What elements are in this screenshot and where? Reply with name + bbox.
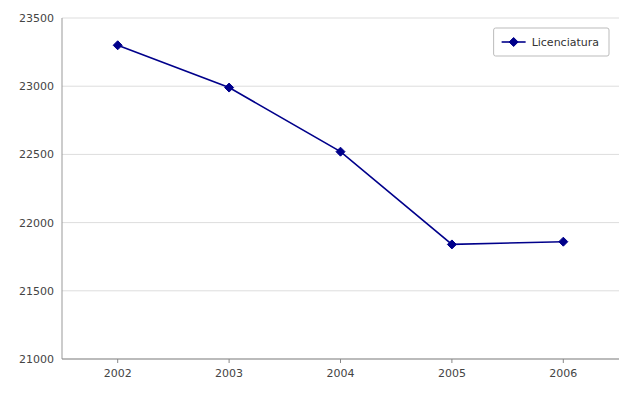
x-tick-label: 2006	[549, 367, 577, 380]
y-tick-label: 23500	[19, 12, 54, 25]
legend-marker	[509, 38, 518, 47]
y-grid	[62, 18, 619, 359]
y-tick-label: 22000	[19, 217, 54, 230]
plot-area	[113, 41, 568, 249]
point	[225, 83, 234, 92]
point	[336, 147, 345, 156]
x-tick	[563, 359, 564, 363]
legend-label: Licenciatura	[532, 36, 599, 49]
x-tick	[117, 359, 118, 363]
legend: Licenciatura	[494, 28, 609, 56]
y-axis-line	[62, 18, 63, 359]
y-tick-label: 23000	[19, 80, 54, 93]
grid-line	[62, 290, 619, 291]
x-tick-label: 2004	[327, 367, 355, 380]
y-tick-label: 21000	[19, 353, 54, 366]
point	[559, 237, 568, 246]
y-tick-label: 21500	[19, 285, 54, 298]
x-tick	[340, 359, 341, 363]
point	[113, 41, 122, 50]
legend-box	[494, 28, 609, 56]
line	[118, 45, 564, 244]
y-tick-label: 22500	[19, 148, 54, 161]
chart: 21000 21500 22000 22500 23000 23500 2002 2003 20…	[0, 0, 639, 399]
grid-line	[62, 86, 619, 87]
x-tick	[229, 359, 230, 363]
grid-line	[62, 18, 619, 19]
x-tick	[451, 359, 452, 363]
point	[447, 240, 456, 249]
grid-line	[62, 222, 619, 223]
x-tick-label: 2003	[215, 367, 243, 380]
x-tick-label: 2002	[104, 367, 132, 380]
x-tick-label: 2005	[438, 367, 466, 380]
